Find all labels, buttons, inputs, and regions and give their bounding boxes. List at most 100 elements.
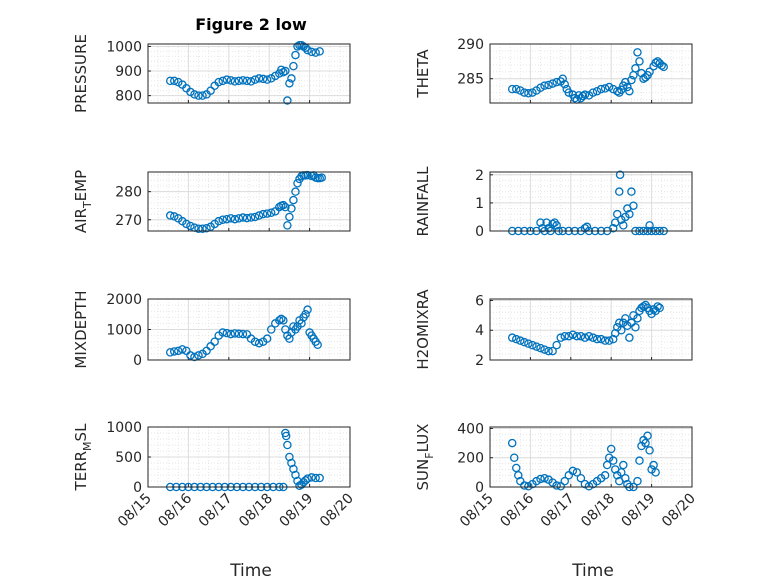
- data-point: [234, 214, 244, 223]
- y-tick-label: 270: [115, 213, 142, 229]
- y-tick-label: 290: [457, 37, 484, 53]
- y-axis-label: SUNFLUX: [414, 424, 436, 491]
- data-point: [592, 86, 602, 96]
- data-series: [165, 305, 322, 362]
- data-point: [254, 211, 264, 220]
- y-axis-label: TERRMSL: [72, 423, 94, 492]
- data-point: [576, 331, 586, 341]
- x-tick-label: 08/18: [236, 491, 276, 531]
- chart-title: Figure 2 low: [195, 15, 307, 34]
- data-point: [234, 76, 244, 86]
- data-point: [600, 84, 610, 93]
- y-tick-label: 0: [133, 353, 142, 369]
- data-point: [194, 91, 203, 100]
- data-point: [635, 456, 644, 465]
- data-point: [301, 309, 310, 319]
- data-point: [584, 482, 594, 491]
- data-point: [528, 88, 537, 97]
- data-point: [516, 86, 525, 95]
- data-point: [512, 334, 521, 344]
- data-point: [165, 211, 175, 220]
- data-point: [655, 303, 664, 313]
- data-point: [544, 80, 553, 90]
- data-point: [617, 325, 626, 335]
- data-series: [507, 300, 664, 356]
- data-point: [226, 76, 236, 85]
- data-series: [165, 170, 326, 234]
- data-point: [507, 438, 517, 448]
- axes-box: [147, 426, 351, 488]
- data-point: [520, 337, 529, 347]
- data-point: [266, 325, 276, 334]
- data-point: [560, 331, 569, 341]
- data-point: [576, 473, 586, 483]
- data-point: [528, 340, 537, 350]
- data-point: [588, 333, 598, 342]
- data-point: [281, 202, 290, 212]
- data-point: [182, 219, 191, 229]
- data-point: [291, 187, 300, 196]
- axes-box: [147, 171, 351, 232]
- data-point: [615, 187, 624, 196]
- data-point: [277, 314, 286, 324]
- data-point: [608, 84, 618, 94]
- data-point: [572, 331, 582, 341]
- y-tick-label: 500: [115, 450, 142, 466]
- data-point: [242, 76, 252, 86]
- data-point: [520, 481, 529, 490]
- x-tick-label: 08/19: [277, 491, 317, 531]
- data-point: [281, 431, 291, 441]
- data-point: [250, 212, 260, 222]
- data-point: [544, 346, 553, 356]
- data-point: [520, 88, 529, 97]
- data-point: [262, 75, 272, 84]
- data-point: [540, 81, 549, 90]
- data-point: [238, 213, 248, 222]
- data-point: [542, 218, 551, 227]
- data-point: [592, 334, 602, 344]
- data-point: [303, 45, 312, 55]
- data-point: [190, 352, 199, 362]
- data-point: [198, 91, 207, 100]
- panel-terr-msl: 0 500 1000 08/15 08/16 08/17 08/18 08/19 08/20 TE…: [72, 420, 357, 530]
- y-tick-label: 285: [457, 72, 484, 88]
- y-tick-label: 400: [457, 421, 484, 437]
- data-point: [226, 329, 236, 339]
- data-point: [250, 337, 260, 346]
- data-point: [291, 50, 300, 60]
- data-point: [514, 471, 523, 480]
- data-point: [524, 482, 533, 491]
- data-point: [222, 214, 232, 224]
- data-point: [659, 62, 668, 72]
- data-point: [645, 446, 654, 455]
- data-point: [572, 468, 582, 477]
- data-point: [613, 209, 622, 219]
- data-point: [307, 473, 316, 482]
- data-point: [548, 79, 557, 88]
- x-axis-label-right: Time: [571, 561, 614, 581]
- data-point: [170, 76, 179, 86]
- data-point: [615, 318, 624, 328]
- data-point: [588, 88, 598, 97]
- y-tick-label: 0: [475, 224, 484, 240]
- panel-mixdepth: 0 1000 2000 MIXDEPTH: [72, 290, 351, 369]
- data-point: [258, 74, 268, 84]
- data-point: [524, 339, 533, 348]
- panel-air-temp: 270 280 AIRTEMP: [72, 170, 351, 234]
- data-point: [285, 212, 294, 222]
- y-tick-label: 280: [115, 185, 142, 201]
- data-point: [287, 204, 296, 213]
- data-point: [657, 61, 666, 70]
- data-point: [619, 460, 628, 470]
- data-point: [246, 77, 256, 86]
- x-tick-label: 08/18: [578, 491, 618, 531]
- data-point: [631, 323, 640, 332]
- panel-pressure: 800 900 1000 PRESSURE: [72, 34, 351, 113]
- data-point: [170, 347, 179, 356]
- x-axis-label-left: Time: [229, 561, 272, 581]
- y-axis-label: MIXDEPTH: [72, 290, 90, 368]
- data-point: [315, 47, 324, 56]
- data-point: [512, 84, 521, 94]
- data-point: [524, 89, 533, 98]
